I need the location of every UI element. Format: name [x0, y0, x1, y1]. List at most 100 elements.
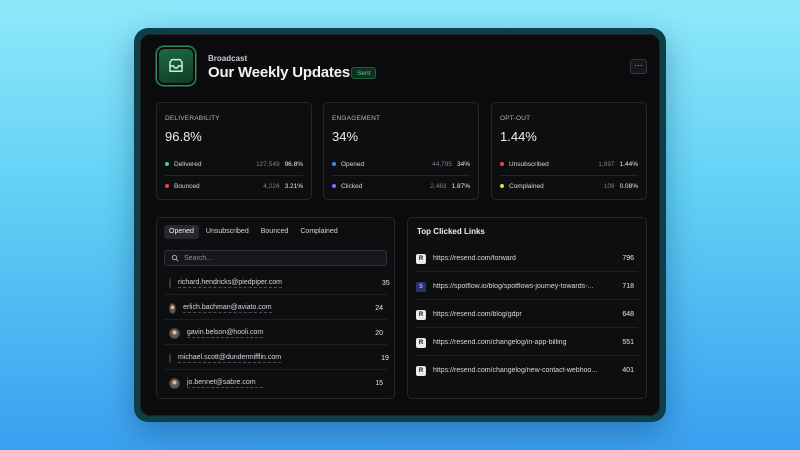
recipient-email[interactable]: richard.hendricks@piedpiper.com [178, 278, 282, 288]
tab-bounced[interactable]: Bounced [260, 228, 289, 235]
divider [416, 327, 638, 328]
red-dot-icon [500, 162, 504, 166]
divider [416, 355, 638, 356]
link-url[interactable]: https://resend.com/blog/gdpr [433, 311, 522, 318]
more-options-button[interactable]: ··· [630, 59, 647, 74]
stat-row-complained: Complained 109 0.08% [500, 180, 638, 192]
list-item[interactable]: gavin.belson@hooli.com 20 [164, 321, 387, 345]
opt-out-card: OPT-OUT 1.44% Unsubscribed 1,997 1.44% C… [491, 102, 647, 200]
recipient-count: 15 [375, 379, 383, 387]
status-badge: Sent [351, 67, 377, 79]
blue-dot-icon [332, 162, 336, 166]
page-title: Our Weekly Updates [208, 64, 351, 81]
list-item[interactable]: richard.hendricks@piedpiper.com 35 [164, 271, 390, 295]
stat-row-delivered: Delivered 127,549 96.8% [165, 158, 303, 170]
avatar [169, 327, 180, 339]
recipient-count: 24 [375, 304, 383, 312]
divider [416, 299, 638, 300]
link-item[interactable]: R https://resend.com/changelog/new-conta… [416, 357, 638, 384]
yellow-dot-icon [500, 184, 504, 188]
link-url[interactable]: https://spotflow.io/blog/spotflows-journ… [433, 283, 594, 290]
card-value: 1.44% [500, 129, 537, 144]
search-box [164, 250, 387, 266]
stat-row-clicked: Clicked 2,463 1.87% [332, 180, 470, 192]
recipient-tabs: Opened Unsubscribed Bounced Complained [164, 225, 345, 239]
resend-logo-icon: R [416, 337, 426, 348]
resend-logo-icon: R [416, 253, 426, 264]
avatar [169, 277, 171, 289]
inbox-icon [169, 58, 183, 72]
stat-count: 1,997 [598, 160, 615, 168]
spotflow-logo-icon: S [416, 281, 426, 292]
link-item[interactable]: R https://resend.com/forward 796 [416, 245, 638, 272]
link-count: 551 [622, 339, 634, 346]
green-dot-icon [165, 162, 169, 166]
tab-opened[interactable]: Opened [164, 225, 199, 239]
recipient-email[interactable]: gavin.belson@hooli.com [186, 328, 264, 338]
divider [416, 271, 638, 272]
stat-count: 44,795 [432, 160, 452, 168]
page-eyebrow: Broadcast [208, 54, 248, 63]
divider [164, 344, 387, 345]
stat-pct: 1.44% [619, 160, 638, 168]
recipient-count: 35 [382, 279, 390, 287]
link-item[interactable]: S https://spotflow.io/blog/spotflows-jou… [416, 273, 638, 300]
stat-count: 2,463 [430, 182, 447, 190]
stat-name: Clicked [341, 182, 363, 190]
avatar [169, 302, 177, 314]
purple-dot-icon [332, 184, 336, 188]
divider [332, 175, 470, 176]
stat-pct: 96.8% [284, 160, 303, 168]
stat-name: Bounced [174, 182, 200, 190]
list-item[interactable]: erlich.bachman@aviato.com 24 [164, 296, 387, 320]
link-url[interactable]: https://resend.com/changelog/new-contact… [433, 367, 598, 374]
link-item[interactable]: R https://resend.com/changelog/in-app-bi… [416, 329, 638, 356]
avatar [169, 352, 171, 364]
divider [164, 294, 387, 295]
links-title: Top Clicked Links [417, 227, 485, 236]
card-label: OPT-OUT [500, 115, 531, 122]
divider [500, 175, 638, 176]
divider [164, 369, 387, 370]
search-input[interactable] [184, 254, 374, 262]
link-count: 648 [622, 311, 634, 318]
stat-count: 4,224 [263, 182, 280, 190]
top-links-panel [407, 217, 647, 399]
tab-complained[interactable]: Complained [300, 228, 338, 235]
stat-row-unsubscribed: Unsubscribed 1,997 1.44% [500, 158, 638, 170]
stat-pct: 0.08% [619, 182, 638, 190]
resend-logo-icon: R [416, 309, 426, 320]
list-item[interactable]: michael.scott@dundermifflin.com 19 [164, 346, 389, 370]
link-count: 401 [622, 367, 634, 374]
avatar [169, 377, 180, 389]
resend-logo-icon: R [416, 365, 426, 376]
stat-row-opened: Opened 44,795 34% [332, 158, 470, 170]
recipient-email[interactable]: jo.bennet@sabre.com [187, 379, 263, 388]
list-item[interactable]: jo.bennet@sabre.com 15 [164, 371, 387, 395]
red-dot-icon [165, 184, 169, 188]
stat-pct: 1.87% [451, 182, 470, 190]
link-count: 718 [622, 283, 634, 290]
stat-pct: 3.21% [284, 182, 303, 190]
stat-count: 127,549 [256, 160, 280, 168]
deliverability-card: DELIVERABILITY 96.8% Delivered 127,549 9… [156, 102, 312, 200]
tab-unsubscribed[interactable]: Unsubscribed [205, 228, 249, 235]
link-url[interactable]: https://resend.com/changelog/in-app-bill… [433, 339, 567, 346]
stat-count: 109 [603, 182, 615, 190]
engagement-card: ENGAGEMENT 34% Opened 44,795 34% Clicked… [323, 102, 479, 200]
card-value: 96.8% [165, 129, 202, 144]
card-label: DELIVERABILITY [165, 115, 220, 122]
broadcast-app-icon [156, 46, 196, 86]
divider [165, 175, 303, 176]
link-item[interactable]: R https://resend.com/blog/gdpr 648 [416, 301, 638, 328]
divider [164, 319, 387, 320]
stat-name: Delivered [174, 160, 202, 168]
card-label: ENGAGEMENT [332, 115, 381, 122]
card-value: 34% [332, 129, 359, 144]
recipient-email[interactable]: erlich.bachman@aviato.com [183, 303, 272, 313]
recipient-count: 20 [375, 329, 383, 337]
link-url[interactable]: https://resend.com/forward [433, 255, 516, 262]
stat-name: Unsubscribed [509, 160, 549, 168]
recipient-email[interactable]: michael.scott@dundermifflin.com [178, 353, 282, 363]
stat-name: Opened [341, 160, 365, 168]
